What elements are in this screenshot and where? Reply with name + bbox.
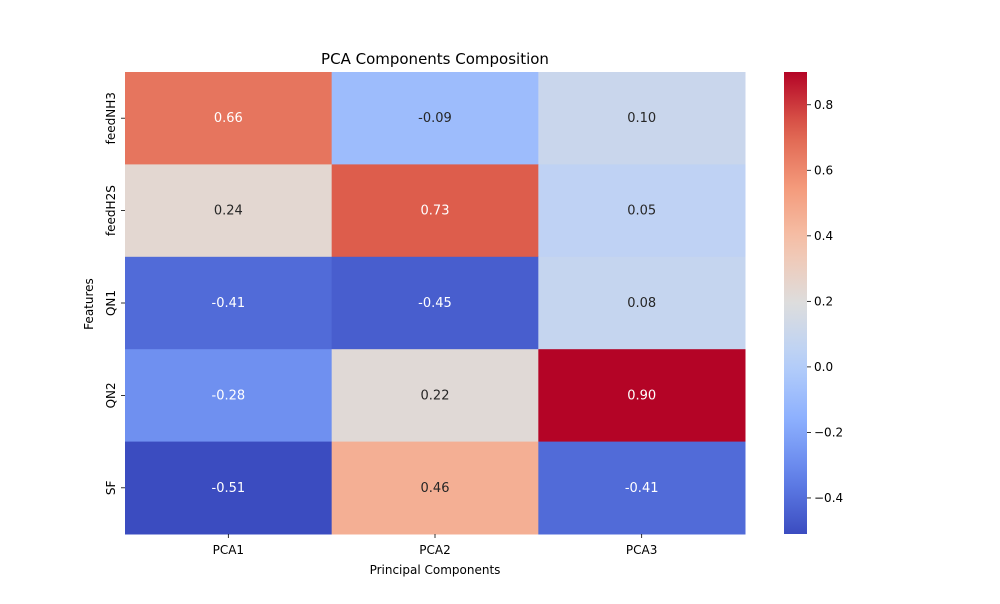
heatmap-cell <box>538 441 746 535</box>
cell-value-label: -0.09 <box>418 111 452 126</box>
y-tick-label: feedNH3 <box>104 92 118 144</box>
heatmap-cell <box>125 349 333 443</box>
cell-value-label: 0.24 <box>214 204 243 219</box>
cell-value-label: -0.51 <box>212 481 246 496</box>
cell-value-label: 0.73 <box>421 204 450 219</box>
y-axis-ticks: feedNH3 feedH2S QN1 QN2 SF <box>104 92 125 495</box>
y-tick-label: feedH2S <box>104 185 118 236</box>
colorbar-tick-label: −0.4 <box>814 491 843 505</box>
heatmap-cell <box>331 349 539 443</box>
x-tick-label: PCA2 <box>419 543 450 557</box>
cell-value-label: 0.08 <box>627 296 656 311</box>
heatmap-cells <box>125 72 746 535</box>
cell-value-label: -0.41 <box>625 481 659 496</box>
cell-value-label: -0.41 <box>212 296 246 311</box>
colorbar-tick-label: −0.2 <box>814 425 843 439</box>
colorbar-tick-label: 0.6 <box>814 163 833 177</box>
x-axis-label: Principal Components <box>370 563 501 577</box>
y-axis-label: Features <box>82 278 96 330</box>
heatmap-cell <box>538 256 746 350</box>
colorbar-tick-label: 0.0 <box>814 360 833 374</box>
heatmap-cell <box>331 441 539 535</box>
x-tick-label: PCA1 <box>213 543 244 557</box>
colorbar-tick-label: 0.4 <box>814 229 833 243</box>
colorbar-tick-label: 0.8 <box>814 98 833 112</box>
cell-value-label: 0.90 <box>627 388 656 403</box>
cell-value-labels: 0.66 -0.09 0.10 0.24 0.73 0.05 -0.41 -0.45 0.08 -… <box>212 111 659 496</box>
x-tick-label: PCA3 <box>626 543 657 557</box>
heatmap-cell <box>125 256 333 350</box>
cell-value-label: 0.10 <box>627 111 656 126</box>
colorbar-gradient <box>784 72 807 534</box>
y-tick-label: QN1 <box>104 290 118 316</box>
heatmap-cell <box>538 349 746 443</box>
x-axis-ticks: PCA1 PCA2 PCA3 <box>213 534 657 557</box>
colorbar: −0.4 −0.2 0.0 0.2 0.4 0.6 0.8 <box>784 72 843 534</box>
cell-value-label: 0.22 <box>421 388 450 403</box>
heatmap-cell <box>538 72 746 165</box>
colorbar-tick-label: 0.2 <box>814 294 833 308</box>
heatmap-cell <box>331 72 539 165</box>
cell-value-label: 0.46 <box>421 481 450 496</box>
heatmap-cell <box>125 72 333 165</box>
heatmap-cell <box>125 441 333 535</box>
y-tick-label: SF <box>104 480 118 495</box>
heatmap-cell <box>125 164 333 258</box>
y-tick-label: QN2 <box>104 382 118 408</box>
heatmap-cell <box>331 256 539 350</box>
cell-value-label: -0.45 <box>418 296 452 311</box>
cell-value-label: 0.66 <box>214 111 243 126</box>
cell-value-label: 0.05 <box>627 204 656 219</box>
heatmap-cell <box>538 164 746 258</box>
heatmap-cell <box>331 164 539 258</box>
chart-title: PCA Components Composition <box>321 50 549 68</box>
cell-value-label: -0.28 <box>212 388 246 403</box>
